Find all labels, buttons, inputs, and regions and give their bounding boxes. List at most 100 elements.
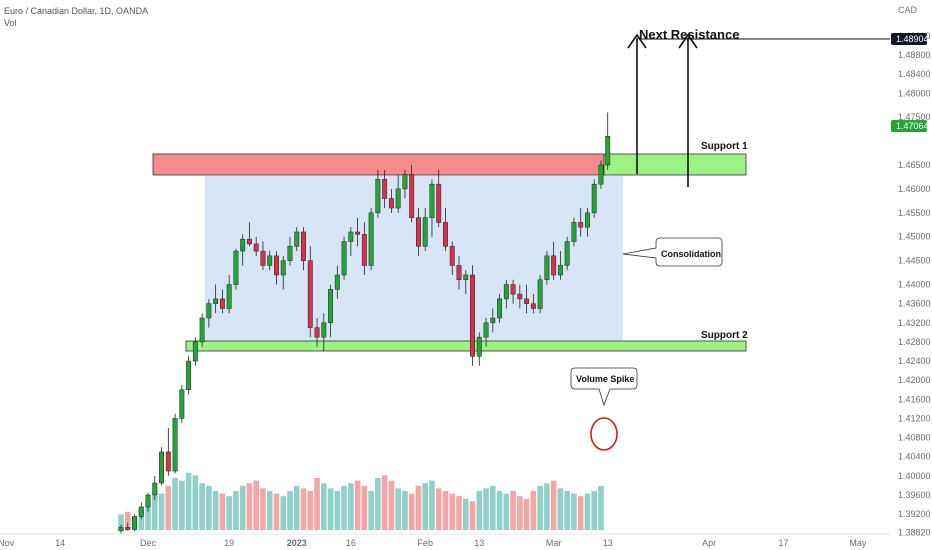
candle-body <box>375 179 381 214</box>
volume-bar <box>321 483 327 530</box>
support2-label: Support 2 <box>701 330 748 341</box>
candle-body <box>415 217 421 247</box>
candle <box>483 318 489 347</box>
candle <box>605 112 611 170</box>
candle-body <box>226 284 232 309</box>
candle <box>537 275 543 314</box>
price-tick-label: 1.48000 <box>898 88 931 98</box>
volume-bar <box>307 491 314 530</box>
volume-bar <box>212 491 219 530</box>
candle <box>294 227 300 252</box>
candle-body <box>510 284 516 295</box>
price-tick-label: 1.41200 <box>898 413 931 423</box>
candle-body <box>584 212 590 228</box>
volume-bar <box>206 485 212 530</box>
price-tick-label: 1.45000 <box>898 232 931 242</box>
candle-body <box>260 250 266 266</box>
candle <box>213 284 219 314</box>
candle-body <box>557 265 563 276</box>
candle-body <box>483 322 489 338</box>
price-tick-label: 1.39200 <box>898 509 931 519</box>
candle-body <box>537 279 543 309</box>
candle-body <box>564 241 570 266</box>
volume-spike-callout: Volume Spike <box>570 367 638 451</box>
support2-zone <box>185 340 747 352</box>
candle-body <box>571 222 577 242</box>
candle <box>348 227 354 256</box>
candle-body <box>544 255 550 281</box>
candle <box>186 356 192 395</box>
candle-body <box>206 303 212 319</box>
volume-bar <box>550 480 557 530</box>
time-tick-label: 13 <box>603 538 613 548</box>
candle-body <box>165 451 171 472</box>
candle <box>524 284 530 314</box>
resistance-zone <box>152 153 605 176</box>
current-price-text: 1.47064 <box>896 121 929 131</box>
volume-bar <box>192 475 199 530</box>
volume-bar <box>185 472 192 530</box>
candle-body <box>517 293 523 300</box>
candle <box>402 169 408 199</box>
symbol-title[interactable]: Euro / Canadian Dollar, 1D, OANDA <box>4 6 149 16</box>
candle-body <box>199 317 205 343</box>
candle-body <box>490 317 496 324</box>
candle-body <box>246 238 252 245</box>
price-axis[interactable]: 1.492001.488001.484001.480001.475001.465… <box>898 31 931 537</box>
candle-body <box>138 506 144 517</box>
candle <box>395 174 401 213</box>
candle-body <box>314 327 320 338</box>
price-tick-label: 1.46000 <box>898 184 931 194</box>
volume-bar <box>577 496 584 530</box>
volume-bar <box>287 491 293 530</box>
candle <box>436 169 442 228</box>
volume-bar <box>233 491 239 530</box>
volume-bar <box>219 493 226 530</box>
price-tick-label: 1.48400 <box>898 69 931 79</box>
candle <box>341 236 347 280</box>
candle <box>219 289 225 314</box>
candle <box>476 332 482 366</box>
candle-body <box>267 255 273 266</box>
chart-legend: Euro / Canadian Dollar, 1D, OANDA Vol <box>4 5 148 29</box>
candle-body <box>328 289 334 324</box>
volume-bar <box>429 480 435 530</box>
time-tick-label: 19 <box>224 538 234 548</box>
volume-bar <box>544 483 550 530</box>
resistance-price-text: 1.48904 <box>896 34 929 44</box>
volume-bar <box>239 485 246 530</box>
volume-bar <box>368 491 374 530</box>
volume-bar <box>510 491 516 530</box>
candle <box>145 492 151 512</box>
candle-body <box>530 303 536 309</box>
candle <box>503 279 509 309</box>
volume-bar <box>462 498 469 530</box>
candle <box>260 241 266 271</box>
time-axis[interactable]: Nov 14 Dec 19 2023 16 Feb 13 Mar 13 Apr 17 May <box>0 538 867 548</box>
price-tick-label: 1.42800 <box>898 337 931 347</box>
candle-body <box>186 360 192 391</box>
volume-bar <box>327 488 334 530</box>
volume-bar <box>300 488 307 530</box>
volume-bar <box>158 493 165 530</box>
consolidation-callout: Consolidation <box>622 237 723 267</box>
current-price-badge: 1.47064 <box>891 120 929 132</box>
candle-body <box>253 243 259 252</box>
candle-body <box>219 298 225 309</box>
candle <box>199 313 205 347</box>
price-tick-label: 1.42000 <box>898 375 931 385</box>
volume-label[interactable]: Vol <box>4 18 17 28</box>
candle <box>253 236 259 256</box>
volume-bar <box>496 491 503 530</box>
candle-body <box>361 234 367 266</box>
candle <box>159 447 165 486</box>
candle <box>429 179 435 237</box>
volume-bar <box>199 483 205 530</box>
candle <box>226 275 232 314</box>
candle <box>206 298 212 328</box>
volume-bar <box>456 496 462 530</box>
volume-bar <box>530 491 537 530</box>
candle-body <box>497 298 503 319</box>
volume-spike-circle <box>590 417 618 451</box>
